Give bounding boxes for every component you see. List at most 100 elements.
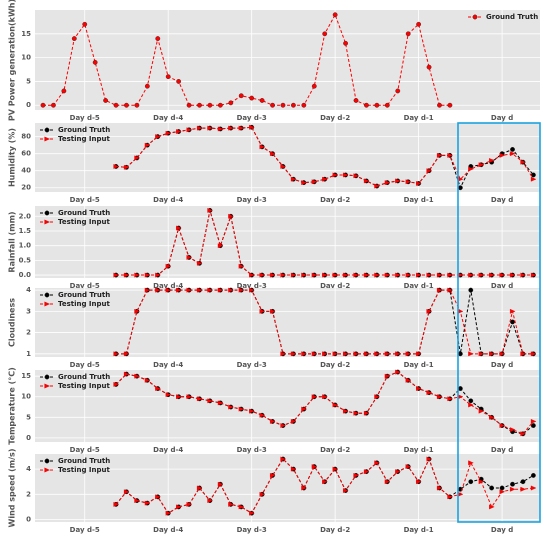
marker — [447, 287, 453, 293]
marker — [103, 98, 109, 103]
marker — [384, 102, 390, 108]
marker — [301, 485, 307, 491]
y-tick-label: 5 — [26, 77, 31, 85]
y-tick-label: 0 — [26, 101, 31, 109]
marker — [176, 287, 182, 293]
marker — [510, 319, 515, 325]
marker — [468, 402, 474, 408]
marker — [280, 456, 286, 462]
marker — [44, 210, 50, 216]
marker — [457, 386, 463, 391]
marker — [238, 287, 245, 293]
marker — [489, 414, 495, 420]
marker — [405, 464, 412, 470]
y-tick-label: 10 — [21, 54, 31, 62]
marker — [113, 351, 120, 357]
y-tick-label: 0.5 — [19, 256, 32, 264]
marker — [530, 423, 536, 428]
marker — [363, 410, 370, 416]
marker — [437, 102, 442, 108]
marker — [165, 74, 171, 80]
y-tick-label: 1 — [26, 350, 31, 358]
y-tick-label: 0 — [26, 434, 31, 442]
x-tick-label: Day d-1 — [404, 282, 434, 290]
marker — [249, 287, 255, 293]
y-tick-label: 2 — [26, 490, 31, 498]
marker — [426, 308, 433, 314]
marker — [343, 40, 348, 46]
marker — [468, 479, 474, 485]
marker — [207, 102, 213, 108]
x-tick-label: Day d-1 — [404, 196, 434, 204]
marker — [144, 142, 151, 148]
marker — [217, 102, 223, 108]
y-axis-label: Humidity (%) — [8, 128, 17, 187]
marker — [269, 308, 276, 314]
marker — [374, 460, 380, 466]
marker — [124, 102, 129, 108]
marker — [311, 272, 318, 278]
marker — [322, 272, 328, 278]
legend-entry: Testing Input — [40, 382, 111, 390]
marker — [343, 272, 349, 278]
marker — [44, 292, 50, 298]
y-tick-label: 5 — [26, 413, 31, 421]
x-tick-label: Day d-1 — [404, 446, 434, 454]
y-tick-label: 3 — [26, 307, 31, 315]
marker — [217, 400, 224, 406]
y-tick-label: 2.0 — [19, 212, 32, 220]
x-tick-label: Day d-5 — [70, 361, 100, 369]
y-tick-label: 15 — [21, 372, 31, 380]
x-tick-label: Day d-4 — [153, 196, 183, 204]
marker — [509, 427, 516, 433]
legend-entry: Ground Truth — [40, 373, 110, 381]
marker — [426, 456, 433, 462]
marker — [426, 64, 432, 70]
marker — [322, 351, 328, 357]
legend-label: Ground Truth — [486, 13, 538, 21]
x-tick-label: Day d-5 — [70, 526, 100, 534]
marker — [238, 125, 245, 131]
marker — [468, 287, 474, 293]
marker — [405, 351, 412, 357]
marker — [186, 127, 193, 133]
x-tick-label: Day d-3 — [237, 526, 267, 534]
marker — [489, 272, 495, 278]
y-axis-label: Rainfall (mm) — [8, 211, 17, 272]
marker — [468, 351, 474, 357]
x-tick-label: Day d-2 — [320, 196, 350, 204]
marker — [457, 351, 463, 357]
x-tick-label: Day d — [491, 282, 513, 290]
marker — [478, 351, 485, 357]
marker — [291, 102, 296, 108]
marker — [374, 183, 380, 189]
marker — [44, 136, 50, 142]
marker — [196, 485, 203, 491]
marker — [322, 479, 328, 485]
y-tick-label: 40 — [21, 167, 31, 175]
marker — [197, 102, 202, 108]
marker — [165, 510, 172, 516]
marker — [176, 79, 182, 84]
y-tick-label: 4 — [26, 286, 31, 294]
marker — [249, 124, 255, 130]
x-tick-label: Day d — [491, 114, 513, 122]
x-tick-label: Day d-5 — [70, 282, 100, 290]
y-tick-label: 1.5 — [19, 227, 32, 235]
marker — [228, 100, 234, 106]
legend-entry: Testing Input — [40, 135, 111, 143]
marker — [113, 272, 120, 278]
y-axis-label: PV Power generation(kWh) — [8, 0, 17, 121]
marker — [468, 460, 474, 466]
marker — [144, 272, 151, 278]
marker — [186, 287, 193, 293]
y-axis-label: Temperature (°C) — [8, 367, 17, 445]
marker — [332, 272, 339, 278]
x-tick-label: Day d-4 — [153, 526, 183, 534]
marker — [196, 260, 203, 266]
marker — [353, 351, 359, 357]
marker — [311, 394, 318, 400]
marker — [207, 207, 213, 213]
marker — [144, 83, 150, 89]
marker — [395, 369, 401, 375]
